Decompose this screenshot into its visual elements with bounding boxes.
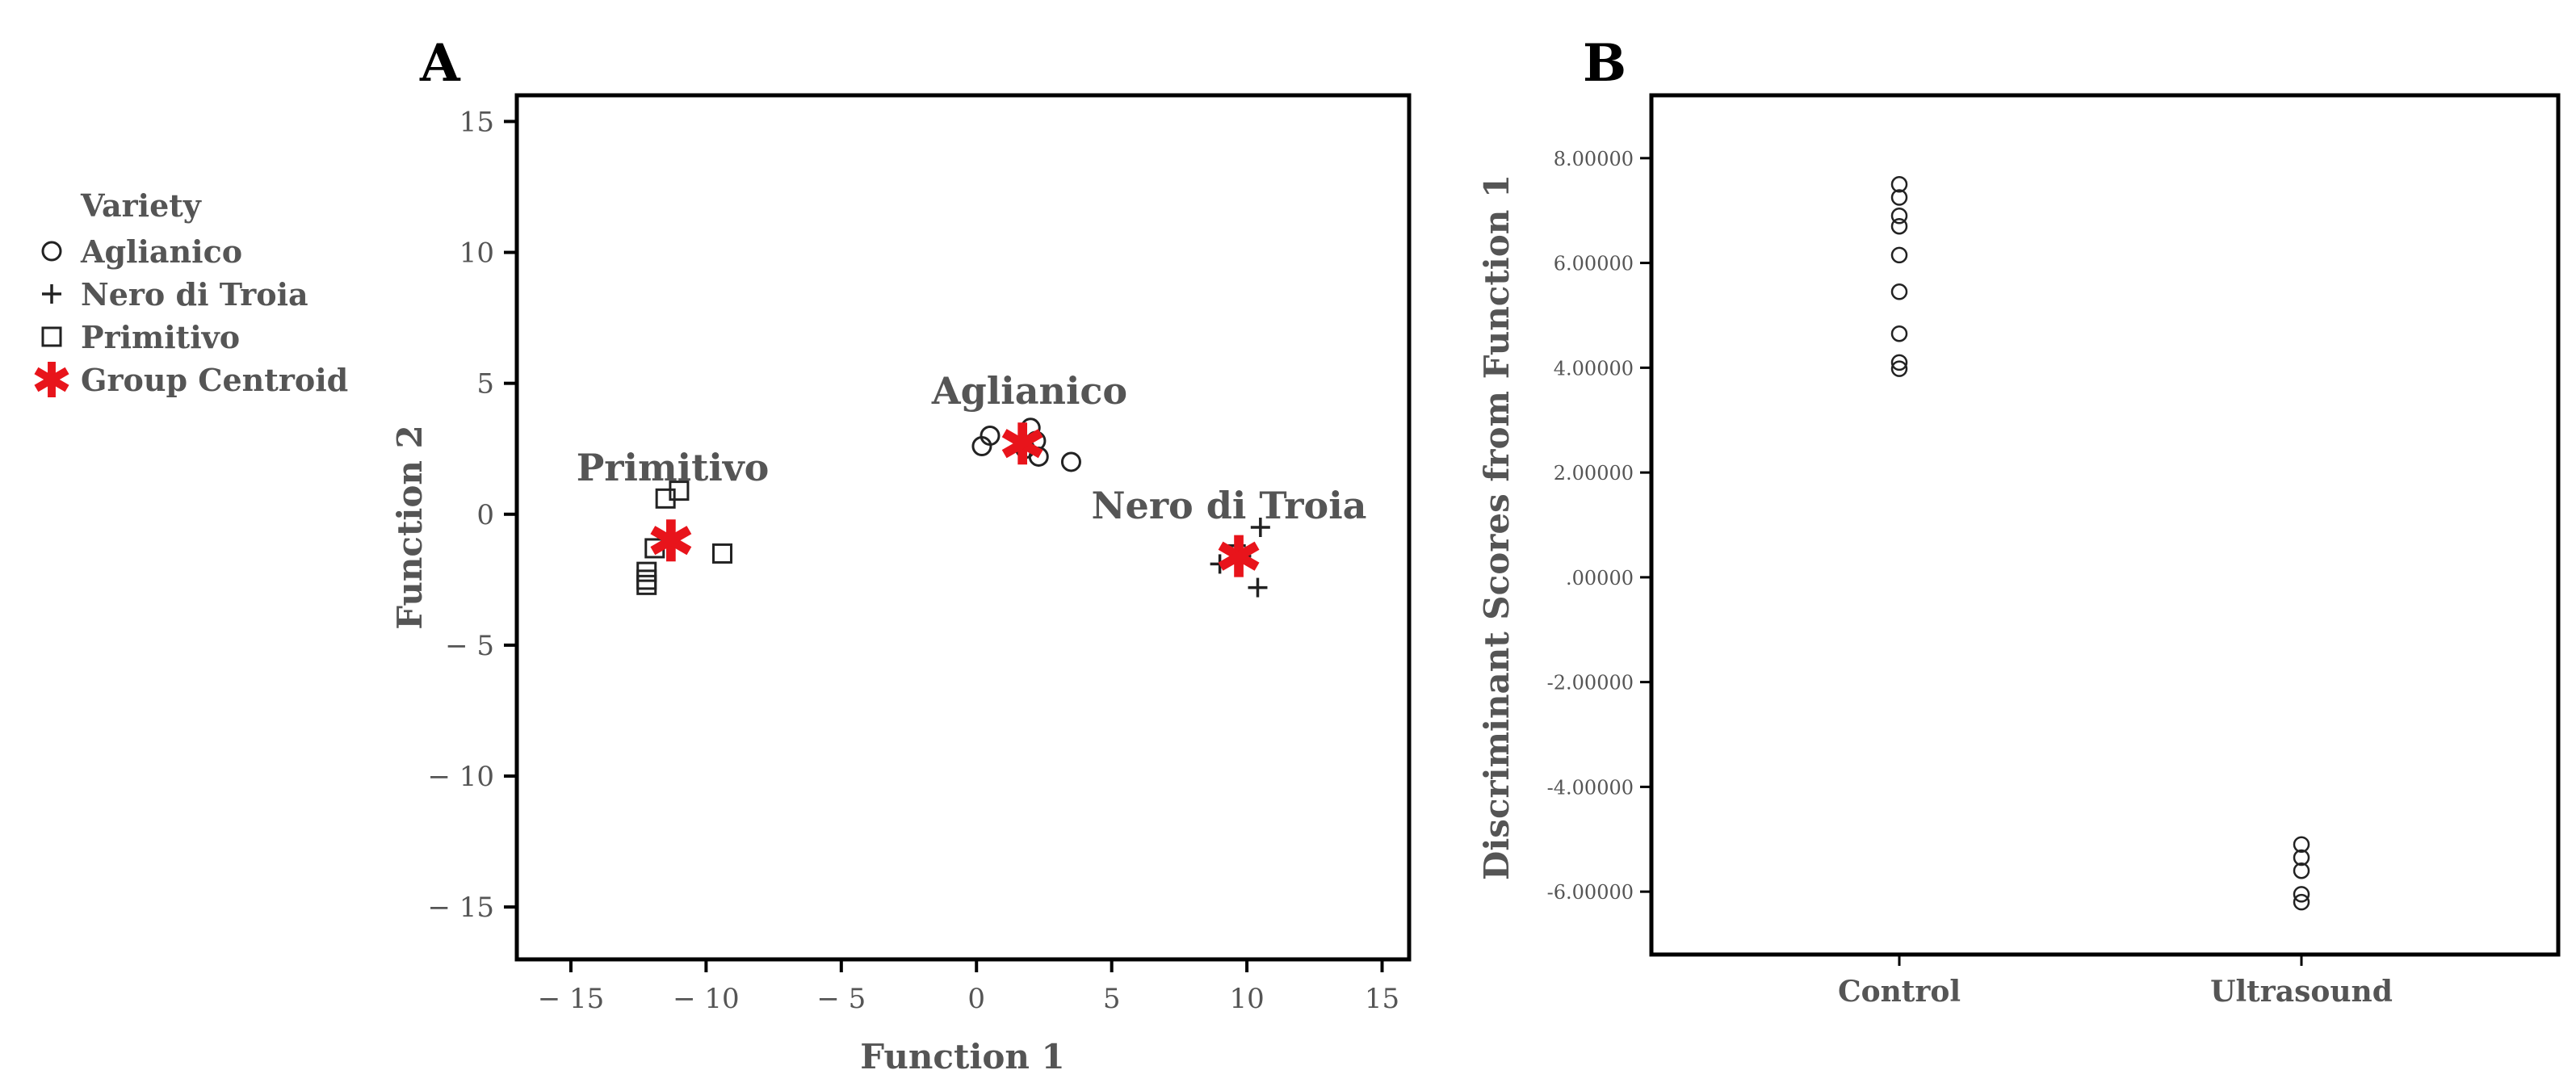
y-tick-label: − 5 — [445, 630, 494, 662]
x-tick-label: 10 — [1229, 983, 1264, 1015]
legend-asterisk-mark — [34, 362, 69, 397]
x-tick-label: − 5 — [816, 983, 866, 1015]
data-point — [1890, 246, 1908, 264]
y-tick-label: -2.00000 — [1547, 672, 1634, 694]
panel-a-frame — [514, 93, 1412, 962]
x-tick-label: 5 — [1103, 983, 1121, 1015]
panel-a-y-axis-title: Function 2 — [390, 425, 430, 629]
y-tick-label: 0 — [476, 499, 494, 531]
legend-plus-icon — [42, 284, 61, 304]
group-label-primitivo: Primitivo — [577, 446, 770, 489]
data-point — [1250, 518, 1270, 537]
y-tick-label: 15 — [459, 106, 494, 138]
data-point — [1890, 217, 1908, 235]
x-tick-label: 0 — [967, 983, 985, 1015]
data-point — [1890, 189, 1908, 206]
y-tick-label: .00000 — [1566, 567, 1634, 590]
data-point — [1890, 283, 1908, 300]
y-tick-label: 5 — [476, 368, 494, 401]
panel-b-y-axis-title: Discriminant Scores from Function 1 — [1477, 174, 1517, 880]
data-point — [2293, 893, 2310, 911]
panel-b-frame — [1649, 93, 2561, 957]
legend-entry-aglianico: Aglianico — [80, 233, 242, 270]
x-category-label: Control — [1838, 975, 1961, 1009]
group-label-aglianico: Aglianico — [931, 369, 1127, 413]
legend-title: Variety — [80, 187, 202, 224]
y-tick-label: 6.00000 — [1554, 253, 1634, 275]
y-tick-label: − 10 — [427, 761, 494, 793]
panel-a-x-axis-title: Function 1 — [860, 1037, 1064, 1076]
data-point — [1890, 325, 1908, 342]
legend: Variety Aglianico Nero di Troia Primitiv… — [34, 187, 348, 398]
data-point — [655, 488, 676, 509]
x-tick-label: − 10 — [673, 983, 740, 1015]
y-tick-label: 8.00000 — [1554, 148, 1634, 170]
centroid-marker — [1218, 535, 1260, 577]
panel-b-points — [1890, 176, 2310, 911]
legend-asterisk-icon — [34, 362, 69, 397]
data-point — [2293, 886, 2310, 903]
x-category-label: Ultrasound — [2210, 975, 2393, 1009]
legend-square-icon — [41, 326, 62, 347]
data-point — [1890, 354, 1908, 371]
data-point — [1890, 176, 1908, 193]
data-point — [980, 426, 1001, 447]
legend-entry-primitivo: Primitivo — [81, 319, 240, 355]
group-label-nero-di-troia: Nero di Troia — [1092, 484, 1367, 527]
x-tick-label: 15 — [1365, 983, 1399, 1015]
legend-entry-group-centroid: Group Centroid — [81, 362, 348, 398]
panel-a-y-axis: 15 10 5 0 − 5 − 10 − 15 — [427, 106, 517, 924]
y-tick-label: -6.00000 — [1547, 881, 1634, 904]
centroid-marker — [650, 519, 692, 562]
panel-a-x-axis: − 15 − 10 − 5 0 5 10 15 — [538, 959, 1399, 1015]
data-point — [711, 543, 732, 564]
y-tick-label: -4.00000 — [1547, 776, 1634, 799]
panel-a-letter: A — [419, 33, 461, 94]
panel-b-y-axis: 8.00000 6.00000 4.00000 2.00000 .00000 -2.000… — [1547, 148, 1651, 904]
y-tick-label: 4.00000 — [1554, 357, 1634, 380]
data-point — [2293, 862, 2310, 879]
legend-circle-icon — [41, 241, 62, 262]
data-point — [1890, 207, 1908, 224]
x-tick-label: − 15 — [538, 983, 605, 1015]
centroid-marker — [1001, 422, 1043, 465]
data-point — [636, 574, 657, 595]
data-point — [2293, 849, 2310, 867]
y-tick-label: 2.00000 — [1554, 462, 1634, 485]
data-point — [2293, 836, 2310, 854]
data-point — [1890, 360, 1908, 377]
y-tick-label: − 15 — [427, 892, 494, 924]
y-tick-label: 10 — [459, 237, 494, 270]
panel-b-letter: B — [1583, 33, 1626, 94]
data-point — [1248, 577, 1268, 598]
panel-a-centroids — [650, 422, 1260, 577]
legend-entry-nero-di-troia: Nero di Troia — [81, 276, 308, 313]
panel-b-x-axis: Control Ultrasound — [1838, 955, 2393, 1009]
data-point — [1060, 451, 1081, 472]
